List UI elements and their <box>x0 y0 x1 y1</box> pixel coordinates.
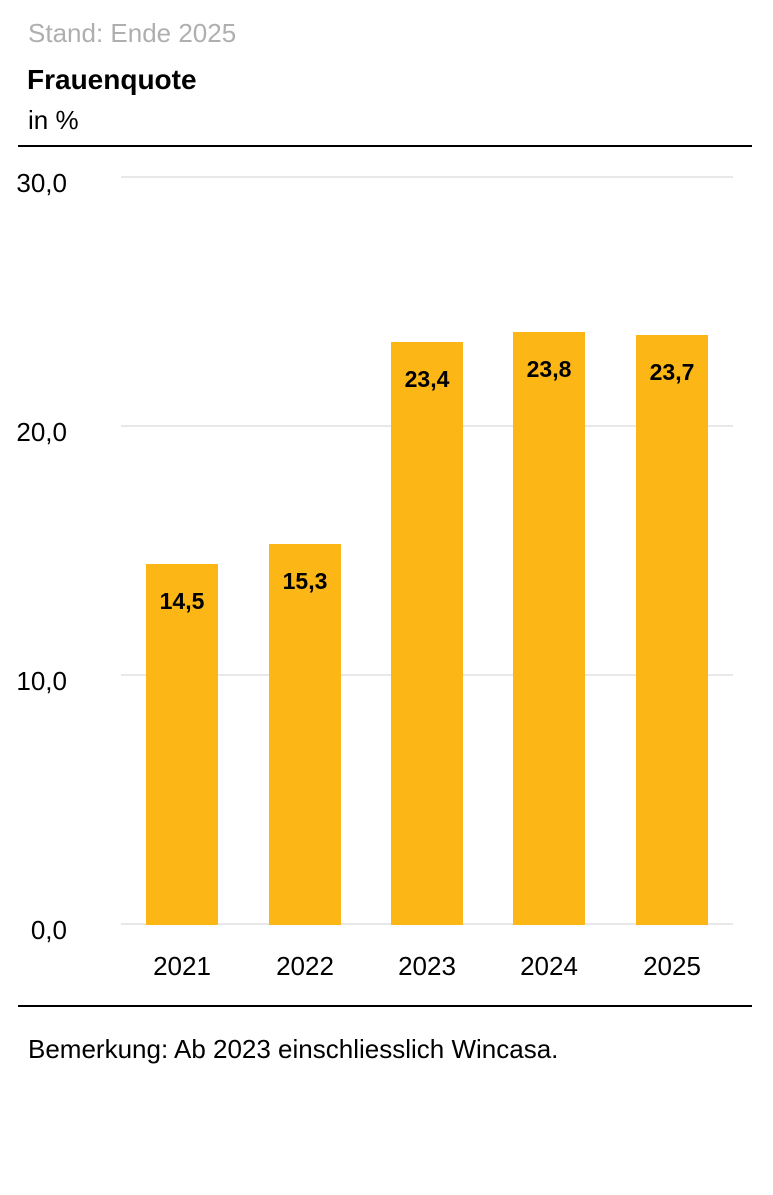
bar-2024: 23,8 <box>513 332 585 925</box>
x-axis-tick-label-2022: 2022 <box>276 951 334 981</box>
bar-2023: 23,4 <box>391 342 463 925</box>
bar-value-label-2023: 23,4 <box>404 366 450 392</box>
gridline-y-30_0 <box>121 176 733 178</box>
header-divider-line <box>18 145 752 147</box>
x-axis-tick-label-2023: 2023 <box>398 951 456 981</box>
bar-value-label-2022: 15,3 <box>282 568 328 594</box>
bar-chart-plot-area: 30,0 20,0 10,0 0,0 14,5 2021 15,3 2022 23,4 2023 2… <box>16 168 733 981</box>
bar-value-label-2024: 23,8 <box>526 356 572 382</box>
chart-title: Frauenquote <box>27 64 197 95</box>
bar-value-label-2025: 23,7 <box>649 359 695 385</box>
bar-value-label-2021: 14,5 <box>159 588 205 614</box>
x-axis-tick-label-2025: 2025 <box>643 951 701 981</box>
footer-divider-line <box>18 1005 752 1007</box>
y-axis-tick-label: 30,0 <box>16 168 67 198</box>
status-date-label: Stand: Ende 2025 <box>28 18 237 48</box>
bar-2022: 15,3 <box>269 544 341 925</box>
y-axis-tick-label: 10,0 <box>16 666 67 696</box>
x-axis-tick-label-2021: 2021 <box>153 951 211 981</box>
y-axis-tick-label: 0,0 <box>30 915 67 945</box>
y-axis-tick-label: 20,0 <box>16 417 67 447</box>
bar-2025: 23,7 <box>636 335 708 925</box>
x-axis-tick-label-2024: 2024 <box>520 951 578 981</box>
chart-unit-subtitle: in % <box>28 105 79 135</box>
chart-footnote: Bemerkung: Ab 2023 einschliesslich Winca… <box>28 1034 559 1064</box>
bar-2021: 14,5 <box>146 564 218 925</box>
